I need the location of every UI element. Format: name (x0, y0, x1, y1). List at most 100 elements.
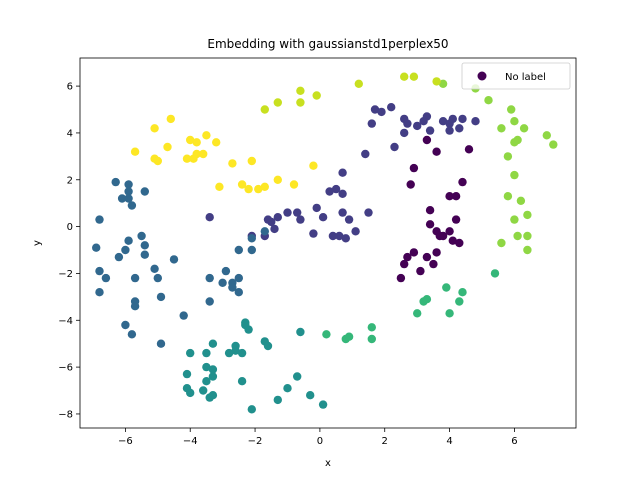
y-tick-label: 6 (67, 82, 73, 93)
scatter-point (130, 147, 140, 156)
scatter-point (199, 149, 208, 159)
y-tick-label: 2 (67, 175, 73, 186)
scatter-point (130, 302, 140, 311)
scatter-point (273, 175, 282, 184)
scatter-point (338, 208, 347, 217)
scatter-point (124, 236, 133, 245)
scatter-point (234, 273, 243, 283)
scatter-point (309, 229, 318, 238)
scatter-point (186, 135, 195, 145)
scatter-point (455, 124, 464, 133)
scatter-point (127, 201, 137, 210)
scatter-point (296, 86, 305, 96)
scatter-point (182, 369, 192, 379)
scatter-point (95, 288, 104, 297)
scatter-point (117, 194, 127, 203)
scatter-point (435, 231, 444, 241)
y-tick-label: −6 (58, 363, 73, 374)
scatter-point (445, 192, 454, 201)
scatter-point (497, 238, 506, 248)
scatter-point (442, 283, 451, 292)
scatter-point (237, 180, 247, 189)
scatter-point (448, 236, 457, 245)
scatter-point (322, 330, 331, 339)
scatter-point (140, 241, 149, 250)
scatter-point (364, 208, 373, 217)
scatter-point (400, 72, 409, 81)
scatter-point (335, 231, 344, 241)
scatter-point (192, 138, 201, 147)
scatter-point (208, 339, 218, 348)
x-tick-label: 2 (382, 436, 388, 447)
y-tick-label: −8 (58, 409, 73, 420)
scatter-point (510, 170, 519, 180)
scatter-point (370, 105, 380, 114)
scatter-point (153, 273, 162, 283)
scatter-point (199, 386, 208, 395)
scatter-point (361, 149, 370, 159)
scatter-point (163, 142, 172, 152)
scatter-point (390, 142, 399, 152)
scatter-point (338, 189, 347, 198)
scatter-point (205, 297, 214, 306)
scatter-point (156, 292, 166, 302)
scatter-point (464, 145, 474, 154)
scatter-point (293, 372, 302, 381)
scatter-point (309, 161, 318, 170)
scatter-point (202, 348, 211, 358)
scatter-point (202, 362, 211, 372)
scatter-point (289, 180, 299, 189)
scatter-point (490, 269, 500, 278)
scatter-point (283, 208, 292, 217)
scatter-point (331, 184, 341, 194)
scatter-point (101, 273, 111, 283)
x-axis: −6 −4 −2 0 2 4 6 (118, 428, 518, 447)
y-tick-label: −2 (58, 269, 73, 280)
y-tick-label: 0 (67, 222, 73, 233)
scatter-point (425, 126, 435, 135)
legend: No label (461, 62, 571, 90)
scatter-point (186, 388, 195, 398)
scatter-point (296, 98, 305, 107)
scatter-point (179, 311, 188, 320)
scatter-point (208, 391, 218, 400)
scatter-point (169, 255, 179, 264)
scatter-point (247, 405, 256, 414)
scatter-point (260, 227, 269, 236)
scatter-point (367, 323, 376, 332)
scatter-point (228, 159, 237, 168)
scatter-point (445, 126, 454, 135)
x-axis-label: x (325, 458, 331, 469)
points-layer (92, 72, 558, 414)
scatter-point (130, 273, 140, 283)
scatter-point (124, 180, 133, 189)
scatter-point (519, 124, 529, 133)
scatter-point (92, 243, 101, 252)
scatter-point (438, 79, 448, 89)
scatter-point (231, 346, 240, 355)
scatter-point (150, 264, 159, 273)
scatter-point (237, 377, 247, 386)
scatter-point (516, 196, 526, 205)
scatter-point (234, 245, 243, 255)
scatter-point (425, 206, 435, 215)
scatter-point (413, 309, 422, 318)
scatter-point (523, 231, 532, 241)
scatter-point (354, 79, 363, 89)
scatter-point (510, 215, 519, 224)
scatter-point (312, 203, 321, 213)
scatter-point (273, 395, 282, 405)
scatter-point (202, 131, 211, 140)
scatter-point (409, 248, 419, 257)
scatter-point (432, 147, 441, 156)
scatter-point (445, 227, 454, 236)
scatter-point (425, 220, 435, 229)
scatter-point (458, 288, 467, 297)
scatter-point (406, 180, 415, 189)
scatter-point (409, 72, 419, 81)
x-tick-label: 0 (317, 436, 323, 447)
scatter-point (153, 156, 162, 166)
scatter-point (429, 259, 438, 269)
scatter-point (95, 215, 104, 224)
y-axis: −8 −6 −4 −2 0 2 4 6 (58, 82, 80, 420)
